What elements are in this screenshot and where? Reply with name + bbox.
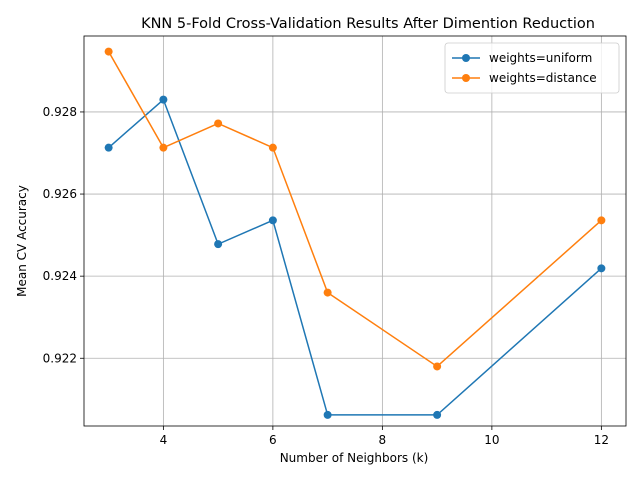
chart-title: KNN 5-Fold Cross-Validation Results Afte…: [141, 16, 595, 32]
x-tick-label: 10: [484, 433, 499, 447]
data-point: [268, 216, 277, 225]
plot-frame: [83, 35, 627, 427]
data-point: [433, 410, 442, 419]
data-point: [159, 95, 168, 104]
y-tick-label: 0.924: [43, 269, 77, 283]
x-tick-label: 6: [269, 433, 277, 447]
x-axis-label: Number of Neighbors (k): [280, 451, 429, 465]
data-point: [323, 288, 332, 297]
x-tick-label: 12: [594, 433, 609, 447]
series-layer: [104, 47, 606, 419]
y-tick-label: 0.928: [43, 105, 77, 119]
legend: weights=uniform weights=distance: [444, 42, 620, 94]
y-tick-label: 0.922: [43, 351, 77, 365]
data-point: [159, 143, 168, 152]
data-point: [597, 216, 606, 225]
legend-box: [444, 42, 620, 94]
legend-label: weights=uniform: [489, 51, 592, 65]
axis-ticks: 4 6 8 10 12 0.922 0.924 0.926 0.928: [43, 105, 609, 447]
legend-marker: [462, 74, 470, 82]
data-point: [597, 264, 606, 273]
series-1: [104, 95, 606, 419]
legend-label: weights=distance: [489, 71, 597, 85]
grid: [84, 36, 626, 426]
x-tick-label: 8: [379, 433, 387, 447]
legend-marker: [462, 54, 470, 62]
data-point: [104, 47, 113, 56]
x-tick-label: 4: [160, 433, 168, 447]
data-point: [433, 362, 442, 371]
data-point: [268, 143, 277, 152]
data-point: [214, 119, 223, 128]
data-point: [104, 143, 113, 152]
series-2: [104, 47, 606, 371]
data-point: [214, 240, 223, 249]
data-point: [323, 410, 332, 419]
y-axis-label: Mean CV Accuracy: [15, 185, 29, 297]
y-tick-label: 0.926: [43, 187, 77, 201]
